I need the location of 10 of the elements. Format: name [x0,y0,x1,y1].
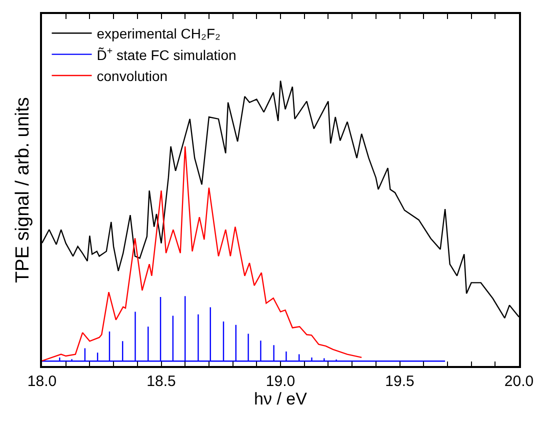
x-tick-label: 20.0 [504,372,534,390]
y-axis-title: TPE signal / arb. units [12,97,34,283]
x-tick-label: 19.0 [266,372,296,390]
x-tick-label: 18.5 [146,372,176,390]
x-tick-label: 18.0 [27,372,57,390]
legend-label: convolution [96,68,168,84]
x-axis-title: hν / eV [254,390,308,409]
x-tick-label: 19.5 [385,372,414,390]
legend-label: experimental CH₂F₂ [96,26,220,42]
legend-label: D̃$^{+}$ state FC simulation [96,46,236,63]
